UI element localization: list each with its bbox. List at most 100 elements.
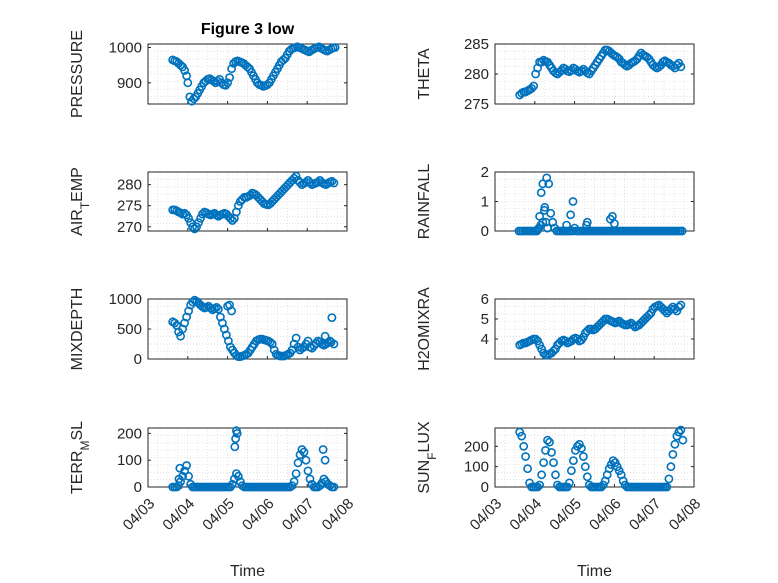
y-tick-label: 275 [464,96,489,113]
data-point [582,217,592,227]
data-point [535,480,544,490]
data-point [674,302,684,312]
data-point [644,310,654,320]
data-point [577,443,586,453]
subplot-terr_msl: 0 100 200 04/03 04/04 04/05 04/06 04/07 04/08 TER… [69,421,357,580]
x-tick-label: 04/04 [159,495,198,534]
data-point [538,179,548,189]
data-point [628,320,638,330]
subplot-rainfall: 0 1 2 RAINFALL [416,164,695,240]
data-point [535,211,544,221]
data-point [598,480,608,490]
data-point [320,331,330,341]
y-tick-label: 270 [117,219,142,236]
data-point [245,190,255,200]
data-point [231,434,240,444]
data-point [541,217,551,227]
data-point [225,73,234,82]
data-point [543,223,552,233]
data-point [540,205,549,215]
y-tick-label: 1 [481,194,489,211]
data-point [212,302,221,312]
data-point [180,66,189,75]
data-point [227,216,237,225]
x-tick-label: 04/04 [506,495,545,534]
data-point [569,456,578,465]
data-point [313,177,323,187]
x-tick-label: 04/06 [586,495,625,534]
data-point [291,171,301,181]
data-point [188,297,197,307]
data-series [514,173,687,236]
data-series [168,171,339,234]
data-point [295,178,305,187]
data-point [537,470,546,480]
data-point [568,197,578,206]
data-point [566,210,575,220]
y-tick-label: 6 [481,291,489,308]
data-point [610,219,619,228]
data-point [188,222,197,232]
data-series [515,300,686,360]
data-point [561,336,570,346]
data-series [515,45,686,100]
y-axis-label: PRESSURE [69,30,86,118]
data-point [519,441,529,451]
subplot-pressure: 900 1000 PRESSURE Figure 3 low [69,21,348,118]
grid [148,44,347,104]
data-point [557,66,566,75]
data-point [565,478,574,488]
data-point [549,458,558,467]
x-tick-label: 04/03 [467,495,506,534]
x-tick-label: 04/08 [319,495,358,534]
data-point [545,437,554,447]
data-point [223,78,232,88]
data-point [232,428,242,438]
data-point [527,84,536,93]
data-point [604,464,614,474]
data-point [184,471,193,481]
data-point [311,338,321,348]
data-point [670,439,680,449]
data-point [330,43,340,52]
data-point [327,176,337,186]
y-tick-label: 200 [117,425,142,442]
data-point [664,474,674,484]
data-point [544,179,554,189]
data-point [174,474,184,484]
data-point [666,462,676,472]
data-point [618,476,628,486]
data-point [582,472,592,482]
data-point [676,300,686,310]
x-tick-label: 04/07 [279,495,318,534]
y-tick-label: 0 [481,223,489,240]
data-point [170,318,180,328]
data-point [329,178,339,188]
data-point [213,304,223,314]
y-tick-label: 2 [481,164,489,181]
data-point [227,479,237,489]
data-point [521,452,530,461]
y-axis-label: MIXDEPTH [69,288,86,371]
data-point [329,482,339,492]
data-point [523,464,532,474]
x-tick-label: 04/03 [120,495,159,534]
y-tick-label: 0 [481,479,489,496]
data-point [610,458,620,467]
subplot-sun_flux: 0 100 200 04/03 04/04 04/05 04/06 04/07 04/08 SUN… [416,421,704,580]
data-point [190,224,199,234]
data-point [233,201,243,211]
data-point [539,458,548,467]
data-point [320,455,330,465]
data-point [577,66,586,76]
y-tick-label: 280 [117,177,142,194]
data-point [293,458,303,468]
y-tick-label: 100 [464,459,489,476]
data-point [567,466,576,476]
data-point [536,188,546,198]
data-point [674,427,684,437]
data-point [183,78,193,88]
data-point [677,226,687,236]
data-point [547,447,556,457]
